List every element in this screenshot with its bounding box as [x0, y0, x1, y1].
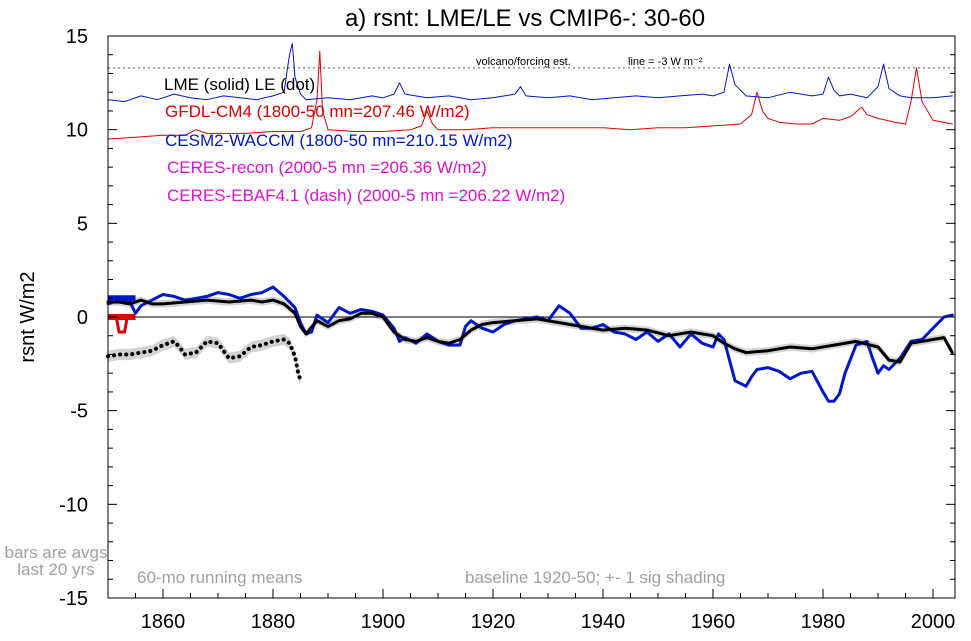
y-tick-label: -15	[59, 588, 88, 610]
gfdl-bar-dip	[114, 316, 129, 334]
y-axis-label: rsnt W/m2	[17, 271, 39, 362]
x-tick-label: 1860	[141, 611, 186, 633]
x-tick-label: 1960	[691, 611, 736, 633]
avg-bars	[108, 295, 136, 334]
y-tick-label: -10	[59, 494, 88, 516]
avg-bar-gfdl	[108, 314, 136, 320]
legend-entry: LME (solid) LE (dot)	[164, 75, 315, 94]
y-tick-label: -5	[70, 401, 88, 423]
y-tick-label: 10	[66, 120, 88, 142]
bars-note-2: last 20 yrs	[17, 560, 94, 579]
bars-note-1: bars are avgs	[5, 543, 108, 562]
x-tick-label: 2000	[911, 611, 956, 633]
series-gfdl-cm4-offset	[107, 50, 953, 140]
series-lines	[106, 43, 954, 403]
y-tick-label: 5	[77, 213, 88, 235]
series-cesm2-waccm-offset	[107, 43, 953, 103]
y-tick-label: 15	[66, 26, 88, 48]
x-tick-label: 1900	[361, 611, 406, 633]
x-tick-label: 1880	[251, 611, 296, 633]
chart-title: a) rsnt: LME/LE vs CMIP6-: 30-60	[345, 5, 705, 32]
legend-entry: CERES-recon (2000-5 mn =206.36 W/m2)	[167, 158, 487, 177]
baseline-note: baseline 1920-50; +- 1 sig shading	[465, 568, 725, 587]
legend-entry: CERES-EBAF4.1 (dash) (2000-5 mn =206.22 …	[167, 186, 565, 205]
y-tick-label: 0	[77, 307, 88, 329]
series-cesm2-waccm	[106, 285, 954, 403]
series-lme	[106, 298, 954, 364]
reference-label: volcano/forcing est.	[476, 56, 571, 68]
legend-entry: CESM2-WACCM (1800-50 mn=210.15 W/m2)	[165, 131, 513, 150]
x-tick-label: 1980	[801, 611, 846, 633]
running-means-note: 60-mo running means	[137, 568, 302, 587]
uncertainty-shading	[108, 296, 953, 387]
legend-entry: GFDL-CM4 (1800-50 mn=207.46 W/m2)	[165, 102, 470, 121]
x-tick-label: 1920	[471, 611, 516, 633]
reference-label-2: line = -3 W m⁻²	[628, 56, 703, 68]
x-tick-label: 1940	[581, 611, 626, 633]
lme-sigma-band	[108, 296, 953, 366]
legend: LME (solid) LE (dot) GFDL-CM4 (1800-50 mn…	[164, 75, 565, 205]
axis-ticks: 1860 1880 1900 1920 1940 1960 1980 2000 15 10 5 0 -5…	[59, 26, 955, 633]
avg-bar-cesm	[108, 295, 136, 302]
